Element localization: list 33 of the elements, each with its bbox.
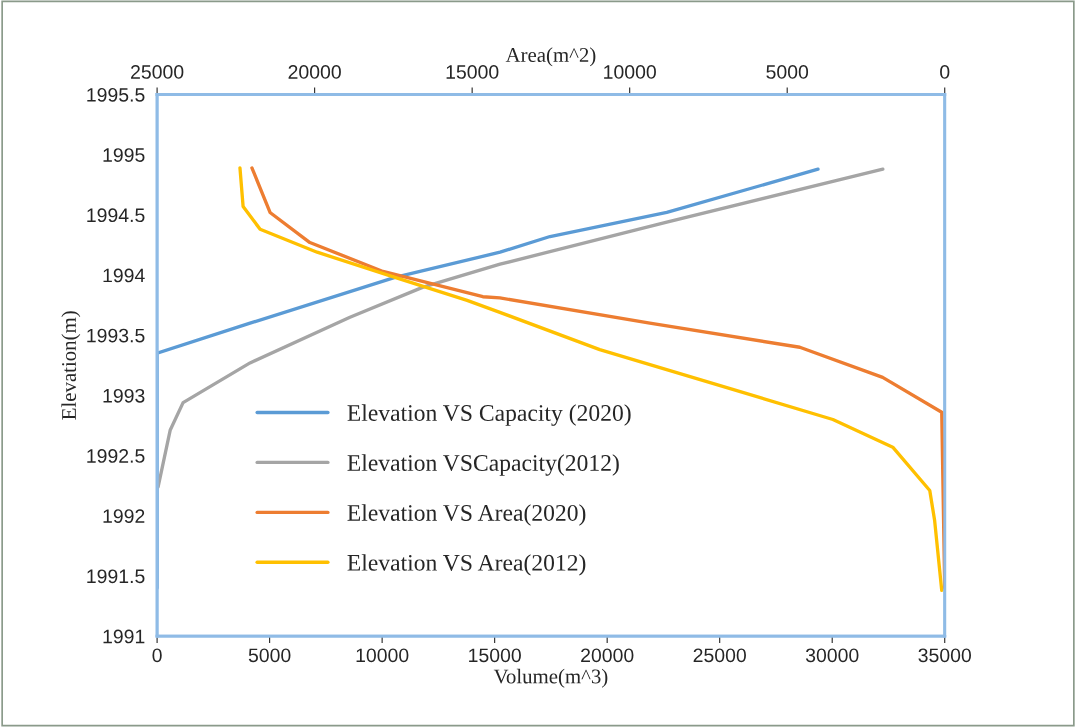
x-tick-label: 15000 [469,648,521,663]
x2-tick-label: 5000 [766,65,809,79]
y-axis-title: Elevation(m) [61,311,81,420]
x-axis-title: Volume(m^3) [493,668,608,688]
y-tick-label: 1991.5 [87,569,145,584]
x2-axis-title: Area(m^2) [505,47,596,67]
y-tick-label: 1995 [103,148,145,162]
y-tick-label: 1994 [103,268,145,283]
y-tick-label: 1992.5 [87,449,145,463]
x-tick-label: 10000 [356,648,409,663]
x2-tick-label: 15000 [446,65,499,79]
x-tick-label: 5000 [248,648,291,663]
y-tick-label: 1993 [103,388,145,403]
x2-tick-label: 0 [940,65,950,79]
x-tick-label: 20000 [581,648,634,663]
y-tick-label: 1995.5 [87,87,145,102]
x2-tick-label: 20000 [288,65,341,79]
legend-label: Elevation VS Area(2020) [347,504,586,526]
line-series [157,167,820,590]
legend-label: Elevation VS Area(2012) [347,554,586,576]
x-tick-label: 0 [152,648,162,663]
y-tick-label: 1991 [103,629,145,644]
x2-tick-label: 10000 [604,65,656,79]
x-tick-label: 30000 [805,648,859,663]
x-tick-label: 25000 [693,648,746,663]
line-series [157,167,885,489]
y-tick-label: 1993.5 [87,328,145,343]
y-tick-label: 1992 [103,509,145,523]
legend-label: Elevation VSCapacity(2012) [347,454,619,476]
y-tick-label: 1994.5 [87,208,145,223]
legend-label: Elevation VS Capacity (2020) [347,404,631,426]
x2-tick-label: 25000 [131,65,184,79]
x-tick-label: 35000 [918,648,972,663]
